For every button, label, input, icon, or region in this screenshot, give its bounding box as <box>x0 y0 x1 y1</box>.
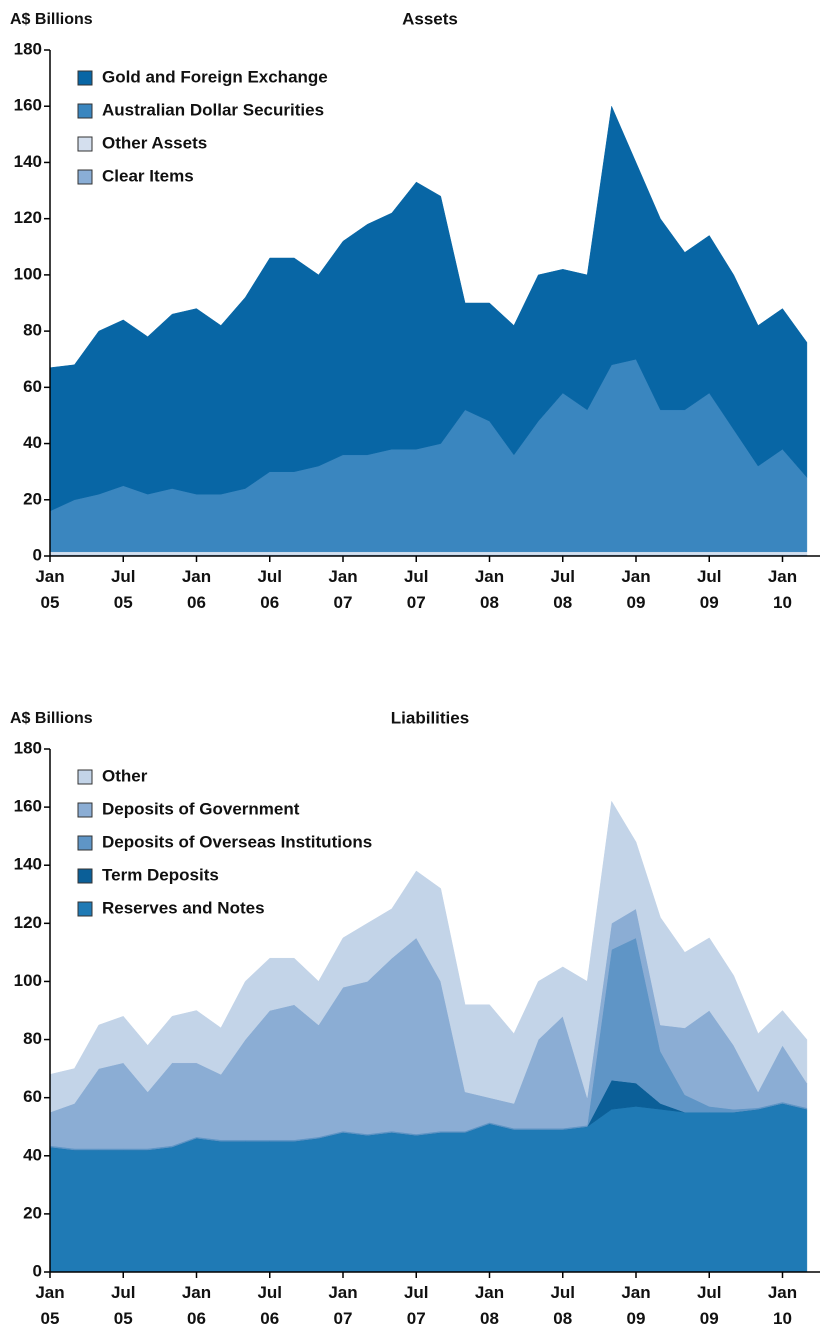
y-axis-label: A$ Billions <box>10 11 93 28</box>
legend-label: Deposits of Overseas Institutions <box>102 832 372 851</box>
legend-swatch <box>77 103 93 119</box>
legend-swatch <box>77 70 93 86</box>
legend-label: Reserves and Notes <box>102 898 265 917</box>
legend-label: Gold and Foreign Exchange <box>102 67 328 86</box>
y-tick-label: 80 <box>23 321 42 340</box>
legend-swatch <box>77 769 93 785</box>
area <box>49 800 808 1113</box>
x-tick-label: Jul 05 <box>111 567 136 612</box>
y-tick-label: 40 <box>23 1145 42 1164</box>
y-tick-label: 0 <box>33 1261 42 1280</box>
x-tick-label: Jul 09 <box>697 567 722 612</box>
x-tick-label: Jan 05 <box>35 1283 64 1328</box>
x-tick-label: Jul 06 <box>257 567 282 612</box>
y-tick-label: 180 <box>14 39 42 58</box>
y-tick-label: 160 <box>14 797 42 816</box>
y-axis-label: A$ Billions <box>10 710 93 727</box>
x-tick-label: Jul 09 <box>697 1283 722 1328</box>
y-tick-label: 140 <box>14 152 42 171</box>
legend-label: Term Deposits <box>102 865 219 884</box>
legend-swatch <box>77 835 93 851</box>
x-tick-label: Jul 07 <box>404 567 429 612</box>
x-tick-label: Jan 06 <box>182 567 211 612</box>
x-tick-label: Jan 07 <box>328 1283 357 1328</box>
legend-label: Clear Items <box>102 166 194 185</box>
legend-swatch <box>77 868 93 884</box>
x-tick-label: Jan 08 <box>475 567 504 612</box>
legend-swatch <box>77 901 93 917</box>
legend-swatch <box>77 169 93 185</box>
x-tick-label: Jan 05 <box>35 567 64 612</box>
x-tick-label: Jan 08 <box>475 1283 504 1328</box>
y-tick-label: 120 <box>14 913 42 932</box>
legend-swatch <box>77 136 93 152</box>
x-tick-label: Jul 05 <box>111 1283 136 1328</box>
legend-label: Deposits of Government <box>102 799 300 818</box>
y-tick-label: 40 <box>23 433 42 452</box>
y-tick-label: 60 <box>23 1087 42 1106</box>
y-tick-label: 60 <box>23 377 42 396</box>
x-tick-label: Jul 08 <box>550 1283 575 1328</box>
area <box>49 105 808 512</box>
y-tick-label: 20 <box>23 1203 42 1222</box>
x-tick-label: Jan 10 <box>768 1283 797 1328</box>
y-tick-label: 20 <box>23 489 42 508</box>
y-tick-label: 140 <box>14 855 42 874</box>
y-tick-label: 80 <box>23 1029 42 1048</box>
x-tick-label: Jan 10 <box>768 567 797 612</box>
legend-swatch <box>77 802 93 818</box>
x-tick-label: Jan 07 <box>328 567 357 612</box>
x-tick-label: Jan 09 <box>621 1283 650 1328</box>
legend-label: Australian Dollar Securities <box>102 100 324 119</box>
x-tick-label: Jan 06 <box>182 1283 211 1328</box>
y-tick-label: 120 <box>14 208 42 227</box>
area <box>49 551 808 555</box>
x-tick-label: Jul 06 <box>257 1283 282 1328</box>
y-tick-label: 180 <box>14 738 42 757</box>
legend-label: Other <box>102 766 148 785</box>
x-tick-label: Jan 09 <box>621 567 650 612</box>
x-tick-label: Jul 07 <box>404 1283 429 1328</box>
legend-label: Other Assets <box>102 133 207 152</box>
y-tick-label: 0 <box>33 545 42 564</box>
y-tick-label: 100 <box>14 971 42 990</box>
chart-title: Assets <box>402 9 458 28</box>
x-tick-label: Jul 08 <box>550 567 575 612</box>
y-tick-label: 100 <box>14 264 42 283</box>
chart-title: Liabilities <box>391 708 469 727</box>
y-tick-label: 160 <box>14 96 42 115</box>
